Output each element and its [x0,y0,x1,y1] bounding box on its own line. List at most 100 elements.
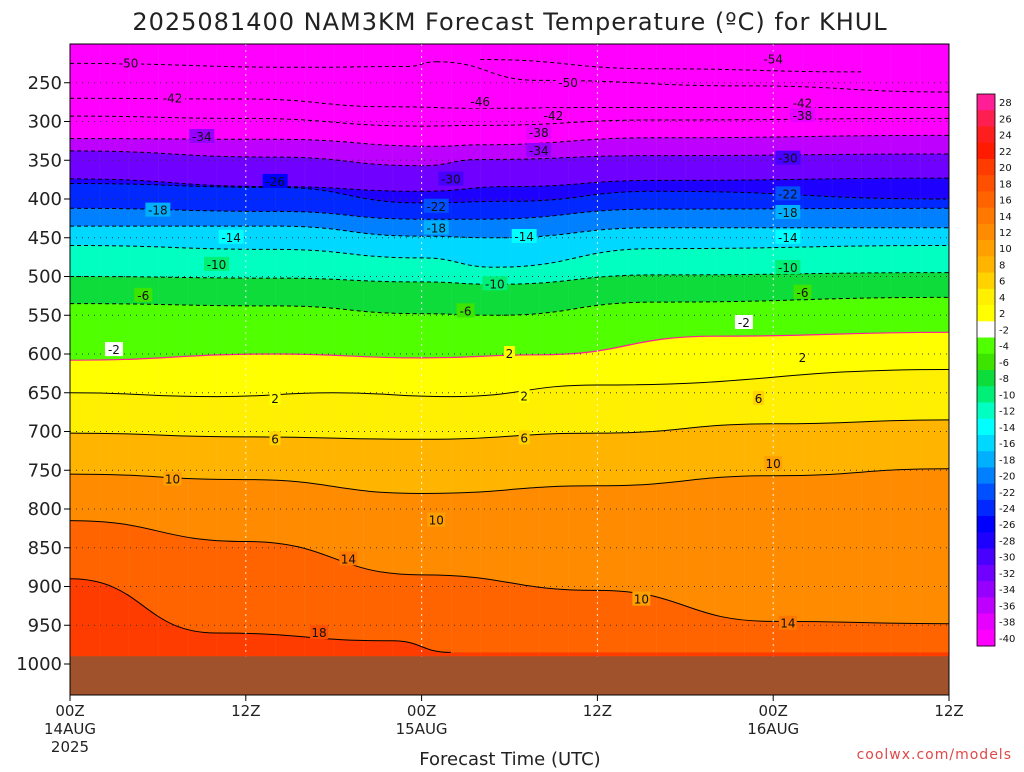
isotherm-label: 14 [341,552,356,566]
isotherm--14 [70,245,949,268]
colorbar-label: 12 [999,228,1012,239]
x-tick-label: 00Z [407,702,436,720]
colorbar-label: 2 [999,309,1005,320]
isotherm-label-bg [511,228,537,243]
isotherm-label: -22 [778,187,798,201]
band-texture [99,44,101,695]
isotherm-label-bg [218,229,244,244]
isotherm-label-bg [526,142,552,157]
colorbar-swatch [977,305,995,322]
isotherm-label-bg [269,390,281,405]
isotherm-label: -14 [221,231,241,245]
isotherm-label-bg [339,551,358,566]
colorbar-swatch [977,564,995,582]
colorbar-label: -26 [999,520,1015,531]
colorbar-label: 4 [999,293,1005,304]
isotherm-label-bg [555,74,581,89]
isotherm-label: 6 [271,432,279,446]
pressure-axis: 250 300 350 400 450 500 550 600 650 700 750 800 850 9… [16,73,70,675]
isotherm-label-bg [423,198,449,213]
isotherm-label: 18 [311,626,326,640]
colorbar-label: -28 [999,536,1015,547]
colorbar-swatch [977,175,995,192]
isotherm-label: 2 [271,392,279,406]
colorbar-label: -32 [999,569,1015,580]
colorbar-label: -30 [999,553,1015,564]
isotherm-label-bg [540,108,566,123]
colorbar-label: -12 [999,407,1015,418]
colorbar-swatch [977,629,995,647]
source-credit: coolwx.com/models [857,747,1012,763]
isotherm-label: 10 [634,593,649,607]
isotherm-label: -50 [558,76,578,90]
y-tick-label: 850 [28,538,62,559]
x-axis-label: Forecast Time (UTC) [419,749,600,768]
band-texture [275,44,277,695]
isotherm--34 [70,150,949,167]
isotherm-label: -38 [793,109,813,123]
colorbar-label: -2 [999,325,1009,336]
isotherm-label-bg [160,90,186,105]
colorbar-swatch [977,370,995,387]
isotherm-label: 10 [429,514,444,528]
isotherm-label-bg [269,431,281,446]
colorbar-swatch [977,483,995,501]
colorbar-label: -16 [999,439,1015,450]
isotherm-label-bg [423,220,449,235]
x-tick-date: 14AUG [44,720,96,738]
band-texture [187,44,189,695]
ground-layer [70,656,949,695]
isotherm-label: -42 [793,97,813,111]
band-texture [509,44,511,695]
isotherm-label-bg [204,256,229,271]
x-tick-label: 12Z [583,702,612,720]
band-texture [831,44,833,695]
isotherm-label-bg [467,94,493,109]
colorbar-label: 22 [999,147,1012,158]
isotherm-2 [70,369,949,398]
y-tick-label: 500 [28,267,62,288]
y-tick-label: 750 [28,460,62,481]
colorbar-label: 10 [999,244,1012,255]
isotherm-label: 10 [165,473,180,487]
colorbar-swatch [977,451,995,468]
isotherm-label-bg [526,125,552,140]
colorbar-label: -8 [999,374,1009,385]
isotherm-label-bg [753,390,765,405]
colorbar-swatch [977,94,995,111]
colorbar-label: -22 [999,488,1015,499]
isotherm-label: -46 [470,95,490,109]
band-texture [363,44,364,695]
isotherm-label: -14 [514,230,534,244]
band-texture [626,44,628,695]
isotherm--30 [70,177,949,192]
isotherm-label: -10 [778,261,798,275]
y-tick-label: 900 [28,577,62,598]
band-texture [333,44,335,695]
colorbar-swatch [977,191,995,209]
colorbar-label: 8 [999,260,1005,271]
isotherm-18 [70,578,451,653]
isotherm-label-bg [734,315,753,329]
y-tick-label: 400 [28,189,62,210]
x-tick-label: 12Z [231,702,260,720]
colorbar-swatch [977,467,995,485]
colorbar-label: 28 [999,98,1012,109]
isotherm-label: -30 [778,152,798,166]
isotherm-label-bg [482,276,508,291]
colorbar-swatch [977,434,995,452]
colorbar-swatch [977,321,995,339]
x-tick-date: 16AUG [747,720,799,738]
isotherm-label-bg [632,591,651,606]
band-texture [743,44,745,695]
isotherm-label-bg [504,346,515,360]
colorbar-label: -10 [999,390,1015,401]
isotherm-label: -10 [485,277,505,291]
colorbar-swatch [977,223,995,241]
isotherm-label: -2 [108,343,120,357]
isotherm--50 [70,61,437,68]
colorbar-swatch [977,548,995,566]
isotherm-label: -18 [778,206,798,220]
isotherm-label-bg [104,342,123,357]
